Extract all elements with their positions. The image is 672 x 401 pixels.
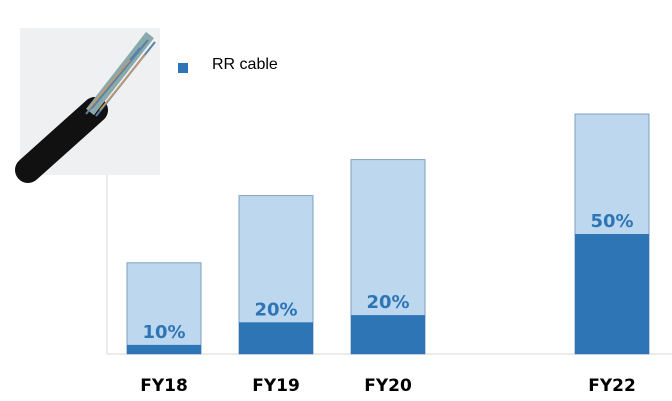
bar-share: [127, 345, 201, 354]
legend-label: RR cable: [212, 56, 278, 73]
value-label: 20%: [254, 299, 297, 320]
x-tick-label: FY19: [252, 376, 300, 396]
bar-share: [239, 322, 313, 354]
chart: RR cable FY18 10% FY19 20% FY20 20% FY22 50%: [0, 0, 672, 401]
cable-photo: [20, 28, 160, 175]
value-label: 20%: [366, 292, 409, 313]
value-label: 50%: [590, 211, 633, 232]
bar-share: [575, 234, 649, 354]
x-tick-label: FY18: [140, 376, 188, 396]
x-tick-label: FY20: [364, 376, 412, 396]
value-label: 10%: [142, 322, 185, 343]
legend-swatch: [178, 63, 188, 73]
x-tick-label: FY22: [588, 376, 636, 396]
bar-share: [351, 315, 425, 354]
